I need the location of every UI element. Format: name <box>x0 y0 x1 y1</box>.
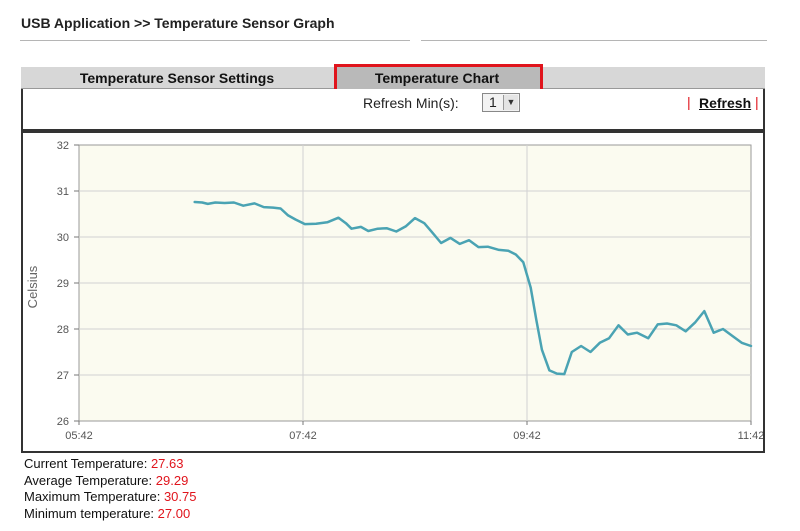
current-temperature-row: Current Temperature: 27.63 <box>24 456 196 473</box>
current-temperature-value: 27.63 <box>150 456 184 471</box>
x-tick-label: 11:42 <box>738 430 763 442</box>
current-temperature-label: Current Temperature: <box>24 456 148 471</box>
y-tick-label: 31 <box>57 186 69 198</box>
tab-highlight-box <box>334 64 543 92</box>
average-temperature-value: 29.29 <box>155 472 189 488</box>
separator-left: | <box>687 94 691 110</box>
page-breadcrumb: USB Application >> Temperature Sensor Gr… <box>21 15 335 31</box>
y-tick-label: 27 <box>57 370 69 382</box>
minimum-temperature-row: Minimum temperature: 27.00 <box>24 506 196 523</box>
refresh-interval-value: 1 <box>489 94 497 110</box>
temperature-chart-panel: 26 27 28 29 30 31 32 05:42 07:42 09:42 11:42 Celsiu… <box>21 131 765 453</box>
temperature-stats: Current Temperature: 27.63 Average Tempe… <box>24 456 196 522</box>
tab-temperature-chart[interactable]: Temperature Chart <box>334 67 540 89</box>
y-tick-label: 32 <box>57 140 69 152</box>
chart-controls: Refresh Min(s): 1 ▼ | Refresh | <box>21 89 765 131</box>
temperature-series-line <box>193 200 753 376</box>
divider-left <box>20 40 410 41</box>
y-tick-label: 28 <box>57 324 69 336</box>
maximum-temperature-value: 30.75 <box>163 489 197 504</box>
minimum-temperature-label: Minimum temperature: <box>24 505 155 521</box>
x-tick-label: 05:42 <box>65 430 93 442</box>
maximum-temperature-row: Maximum Temperature: 30.75 <box>24 489 196 506</box>
refresh-interval-select[interactable]: 1 ▼ <box>482 93 520 112</box>
average-temperature-label: Average Temperature: <box>24 472 153 488</box>
y-tick-label: 29 <box>57 278 69 290</box>
y-axis-label: Celsius <box>25 265 40 308</box>
separator-right: | <box>755 94 759 110</box>
temperature-line-chart: 26 27 28 29 30 31 32 05:42 07:42 09:42 11:42 Celsiu… <box>25 140 763 442</box>
average-temperature-row: Average Temperature: 29.29 <box>24 473 196 490</box>
tab-bar: Temperature Sensor Settings Temperature … <box>21 67 765 89</box>
chevron-down-icon[interactable]: ▼ <box>503 95 518 110</box>
divider-right <box>421 40 767 41</box>
minimum-temperature-value: 27.00 <box>157 505 191 521</box>
maximum-temperature-label: Maximum Temperature: <box>24 489 161 504</box>
x-tick-label: 07:42 <box>289 430 317 442</box>
y-tick-label: 30 <box>57 232 69 244</box>
refresh-link[interactable]: Refresh <box>699 95 752 111</box>
refresh-interval-label: Refresh Min(s): <box>363 95 459 111</box>
y-tick-label: 26 <box>57 416 69 428</box>
tab-temperature-sensor-settings[interactable]: Temperature Sensor Settings <box>79 70 275 86</box>
x-tick-label: 09:42 <box>513 430 541 442</box>
